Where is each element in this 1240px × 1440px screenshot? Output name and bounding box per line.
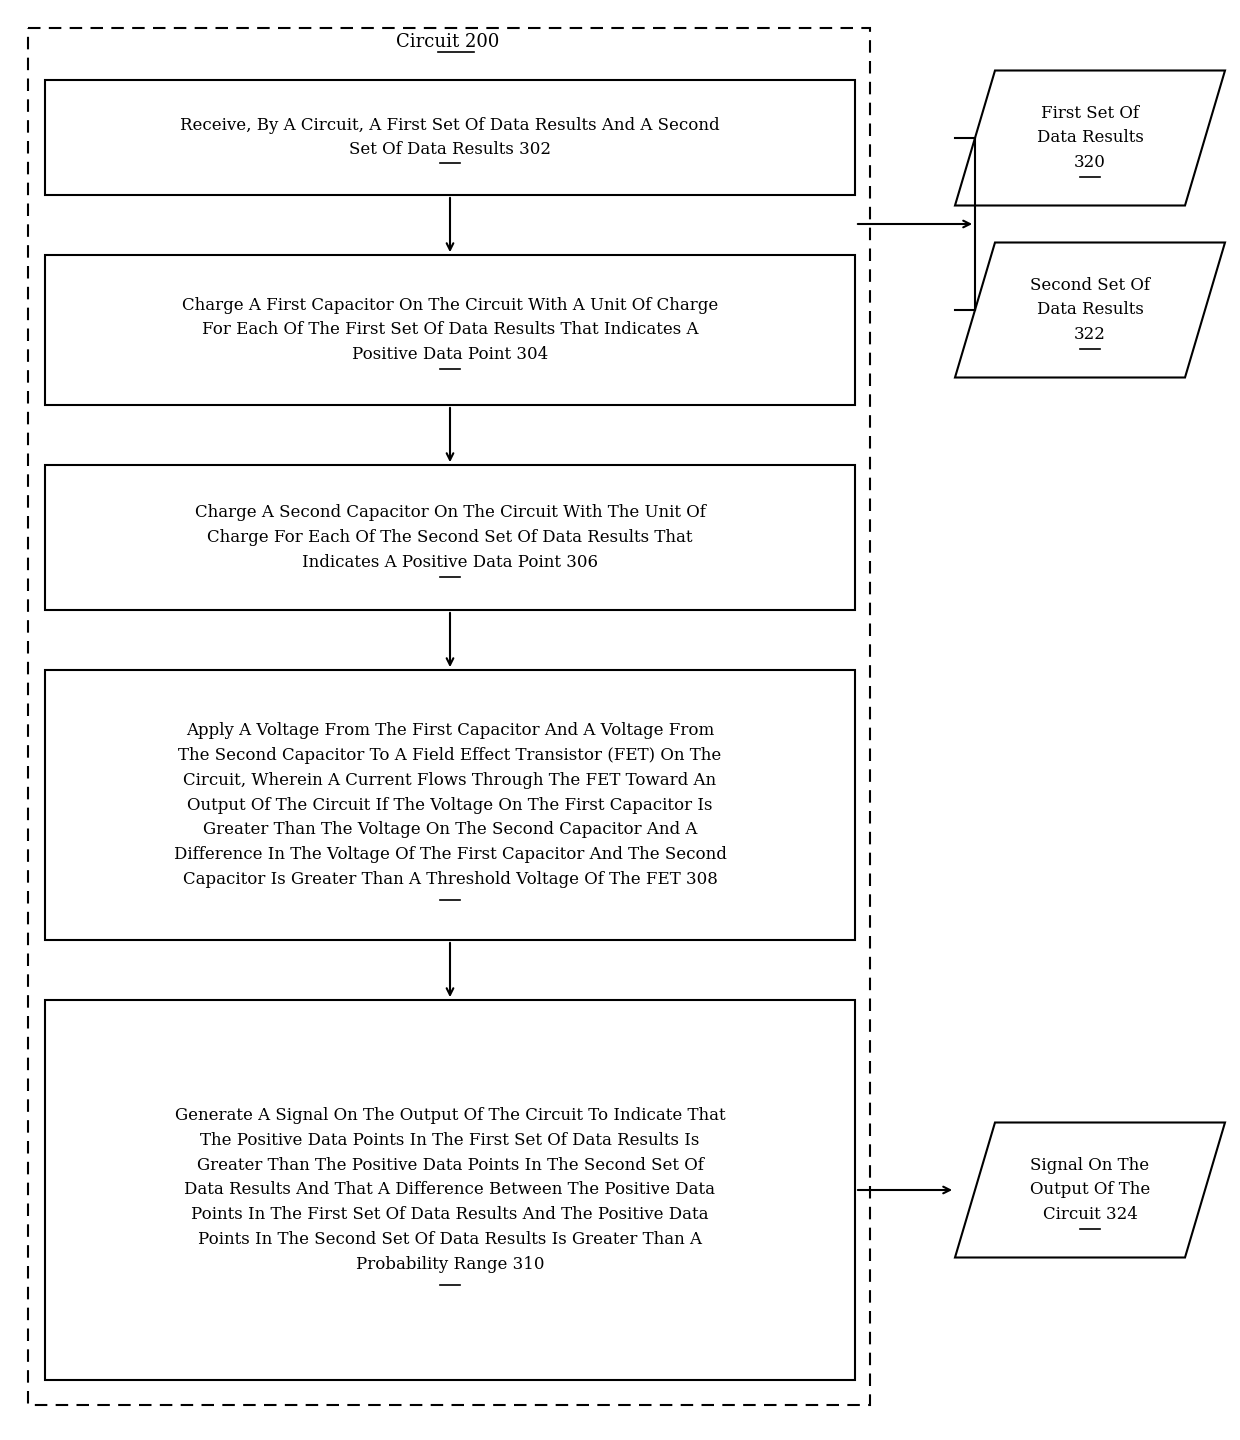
Text: Signal On The
Output Of The
Circuit 324: Signal On The Output Of The Circuit 324 [1030,1156,1151,1224]
Text: Charge A Second Capacitor On The Circuit With The Unit Of
Charge For Each Of The: Charge A Second Capacitor On The Circuit… [195,504,706,570]
Bar [45,81,856,194]
Text: Receive, By A Circuit, A First Set Of Data Results And A Second
Set Of Data Resu: Receive, By A Circuit, A First Set Of Da… [180,117,719,158]
Bar [29,27,870,1405]
Text: Charge A First Capacitor On The Circuit With A Unit Of Charge
For Each Of The Fi: Charge A First Capacitor On The Circuit … [182,297,718,363]
Polygon shape [955,71,1225,206]
Bar [45,255,856,405]
Bar [45,465,856,611]
Polygon shape [955,242,1225,377]
Bar [45,670,856,940]
Text: Circuit 200: Circuit 200 [397,33,500,50]
Polygon shape [955,1123,1225,1257]
Text: Apply A Voltage From The First Capacitor And A Voltage From
The Second Capacitor: Apply A Voltage From The First Capacitor… [174,721,727,888]
Text: Second Set Of
Data Results
322: Second Set Of Data Results 322 [1030,276,1149,343]
Bar [45,999,856,1380]
Text: Generate A Signal On The Output Of The Circuit To Indicate That
The Positive Dat: Generate A Signal On The Output Of The C… [175,1107,725,1273]
Text: First Set Of
Data Results
320: First Set Of Data Results 320 [1037,105,1143,171]
